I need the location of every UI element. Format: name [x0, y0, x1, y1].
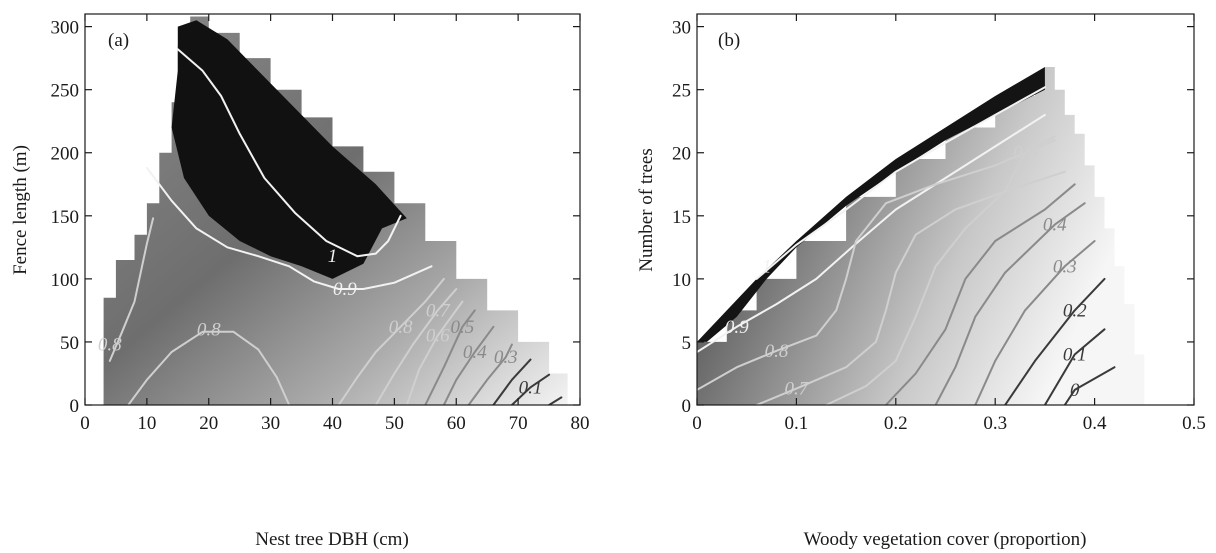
panel-a-label: (a) — [108, 30, 129, 51]
panel-a-contour-labels: 1 0.9 0.8 0.8 0.8 0.7 0.6 0.5 0.4 0.30.1 — [98, 246, 542, 398]
contour-line-0-4 — [442, 325, 495, 405]
panel-a-x-axis-title: Nest tree DBH (cm) — [255, 529, 409, 550]
x-tick-label: 0.1 — [785, 413, 809, 434]
y-tick-label: 100 — [51, 270, 80, 291]
x-tick-label: 0 — [80, 413, 90, 434]
contour-label-0-8: 0.8 — [765, 341, 789, 362]
x-tick-label: 20 — [199, 413, 218, 434]
panel-b-x-axis: 0 0.1 0.2 0.3 0.4 0.5 — [692, 14, 1206, 434]
y-tick-label: 15 — [672, 207, 691, 228]
panel-b-surface — [697, 67, 1145, 405]
contour-label-0: 0 — [1070, 380, 1080, 401]
y-tick-label: 0 — [70, 396, 80, 417]
contour-line-0-7 — [755, 170, 1066, 405]
contour-label-0-5: 0.5 — [451, 317, 475, 338]
contour-label-0-7: 0.7 — [785, 379, 810, 400]
contour-label-0-3: 0.3 — [494, 347, 518, 368]
contour-label-0-1: 0.1 — [1063, 345, 1087, 366]
panel-b-x-axis-title: Woody vegetation cover (proportion) — [804, 529, 1087, 550]
contour-line-0-8 — [108, 217, 155, 362]
panel-a-high-region — [171, 20, 407, 279]
contour-line-0-8 — [337, 277, 445, 405]
x-tick-label: 60 — [447, 413, 466, 434]
panel-a: 1 0.9 0.8 0.8 0.8 0.7 0.6 0.5 0.4 0.30.1 0 10 20 30 4… — [10, 13, 590, 550]
contour-line-0-3 — [467, 343, 513, 405]
panel-b-high-region — [697, 67, 1045, 342]
x-tick-label: 0.4 — [1083, 413, 1107, 434]
y-tick-label: 300 — [51, 18, 80, 39]
y-tick-label: 10 — [672, 270, 691, 291]
panel-a-x-axis: 0 10 20 30 40 50 60 70 80 — [80, 14, 590, 434]
panel-a-surface — [103, 16, 568, 405]
contour-label-0-2: 0.2 — [1063, 300, 1087, 321]
contour-line-0-9 — [145, 166, 433, 290]
contour-line-0-5 — [424, 309, 476, 405]
x-tick-label: 0.5 — [1182, 413, 1206, 434]
panel-b-contours — [697, 86, 1116, 405]
panel-b-response-surface — [697, 67, 1145, 405]
contour-label-0-8: 0.8 — [197, 319, 221, 340]
contour-line-0-2 — [1004, 277, 1106, 405]
panel-b: 1 0.9 0.8 0.7 0.6 0.4 0.3 0.2 0.1 0 0 0.1 0.2 0.3 0.4… — [636, 13, 1206, 550]
x-tick-label: 70 — [509, 413, 528, 434]
contour-line-0-6 — [405, 300, 464, 405]
contour-line-0-5 — [884, 183, 1076, 405]
x-tick-label: 0.2 — [884, 413, 908, 434]
contour-label-0-7: 0.7 — [426, 300, 451, 321]
y-tick-label: 25 — [672, 81, 691, 102]
y-tick-label: 30 — [672, 18, 691, 39]
contour-label-0-9: 0.9 — [333, 279, 357, 300]
x-tick-label: 30 — [261, 413, 280, 434]
y-tick-label: 200 — [51, 144, 80, 165]
contour-line-0-8 — [697, 139, 1056, 391]
contour-label-0-4: 0.4 — [463, 342, 487, 363]
contour-label-0-8: 0.8 — [389, 317, 413, 338]
contour-label-0-1: 0.1 — [519, 377, 543, 398]
contour-label-0-6: 0.6 — [1013, 143, 1037, 164]
x-tick-label: 10 — [137, 413, 156, 434]
contour-line-0-1 — [1043, 328, 1106, 405]
y-tick-label: 5 — [682, 333, 692, 354]
contour-line-1 — [755, 86, 1046, 280]
panel-b-label: (b) — [718, 30, 740, 51]
y-tick-label: 150 — [51, 207, 80, 228]
x-tick-label: 0.3 — [983, 413, 1007, 434]
contour-line-0 — [548, 396, 563, 405]
x-tick-label: 40 — [323, 413, 342, 434]
panel-b-frame — [696, 13, 1195, 406]
x-tick-label: 50 — [385, 413, 404, 434]
y-tick-label: 50 — [60, 333, 79, 354]
y-tick-label: 0 — [682, 396, 692, 417]
contour-line-0-6 — [825, 135, 1056, 405]
contour-line-0 — [1063, 366, 1116, 405]
y-tick-label: 250 — [51, 81, 80, 102]
contour-label-0-8: 0.8 — [98, 335, 122, 356]
contour-line-0-3 — [974, 240, 1096, 405]
panel-b-y-axis-title: Number of trees — [636, 148, 657, 271]
contour-label-0-4: 0.4 — [1043, 215, 1067, 236]
contour-line-0-4 — [934, 202, 1086, 405]
x-tick-label: 80 — [571, 413, 590, 434]
contour-label-1: 1 — [328, 246, 338, 267]
contour-label-1: 1 — [762, 256, 772, 277]
contour-label-0-6: 0.6 — [426, 326, 450, 347]
panel-a-y-axis: 0 50 100 150 200 250 300 — [51, 18, 580, 417]
x-tick-label: 0 — [692, 413, 702, 434]
contour-line-0-2 — [492, 358, 532, 405]
contour-line-0-7 — [374, 288, 458, 405]
contour-label-0-9: 0.9 — [725, 317, 749, 338]
contour-line-0-8 — [127, 330, 291, 405]
panel-b-contour-labels: 1 0.9 0.8 0.7 0.6 0.4 0.3 0.2 0.1 0 — [725, 143, 1087, 401]
y-tick-label: 20 — [672, 144, 691, 165]
panel-a-y-axis-title: Fence length (m) — [10, 145, 31, 275]
contour-label-0-3: 0.3 — [1053, 256, 1077, 277]
contour-line-1 — [176, 48, 402, 258]
